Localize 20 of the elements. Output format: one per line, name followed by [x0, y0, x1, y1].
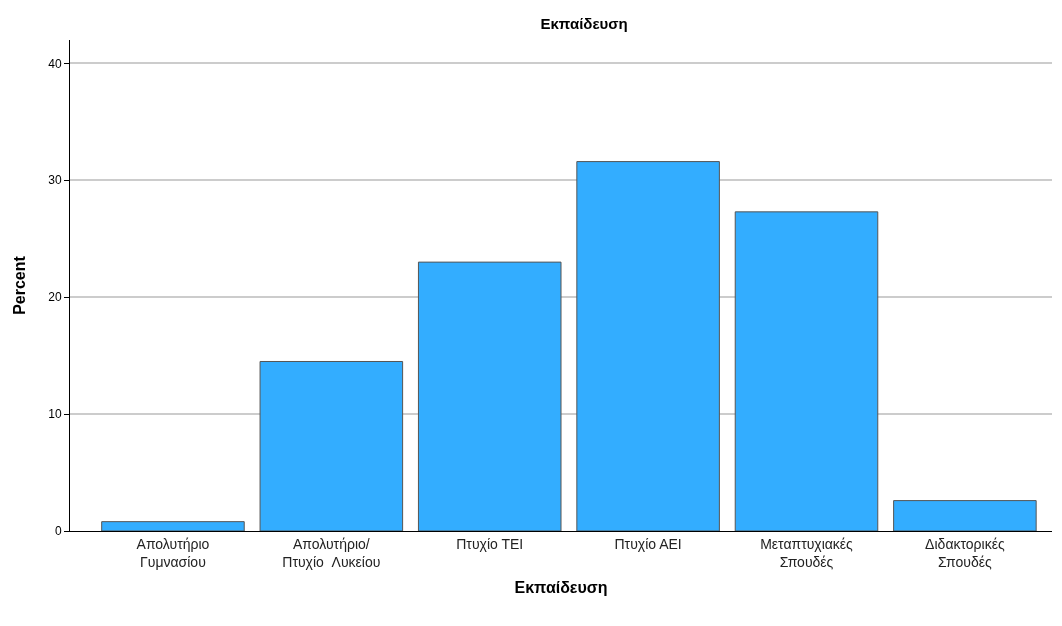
y-tick-label: 20 — [48, 290, 62, 305]
bar — [734, 211, 879, 531]
x-tick-label: Πτυχίο ΤΕΙ — [456, 535, 524, 552]
x-tick-label: Απολυτήριο Γυμνασίου — [136, 535, 210, 570]
bar — [893, 500, 1037, 531]
x-tick-label: Απολυτήριο/ Πτυχίο Λυκείου — [282, 535, 381, 570]
y-tick-label: 10 — [48, 407, 62, 422]
chart-title: Εκπαίδευση — [540, 15, 628, 33]
x-tick-label: Πτυχίο ΑΕΙ — [614, 535, 682, 552]
bar — [576, 161, 720, 531]
x-axis-title: Εκπαίδευση — [514, 578, 608, 596]
bar — [101, 521, 245, 531]
x-tick-label: Μεταπτυχιακές Σπουδές — [760, 535, 854, 570]
y-axis-title: Percent — [11, 255, 29, 315]
y-tick-label: 0 — [54, 524, 62, 539]
y-tick-label: 30 — [48, 173, 62, 188]
y-tick-label: 40 — [48, 56, 62, 71]
bar — [417, 261, 562, 531]
bar — [259, 360, 404, 531]
x-tick-label: Διδακτορικές Σπουδές — [925, 535, 1005, 570]
